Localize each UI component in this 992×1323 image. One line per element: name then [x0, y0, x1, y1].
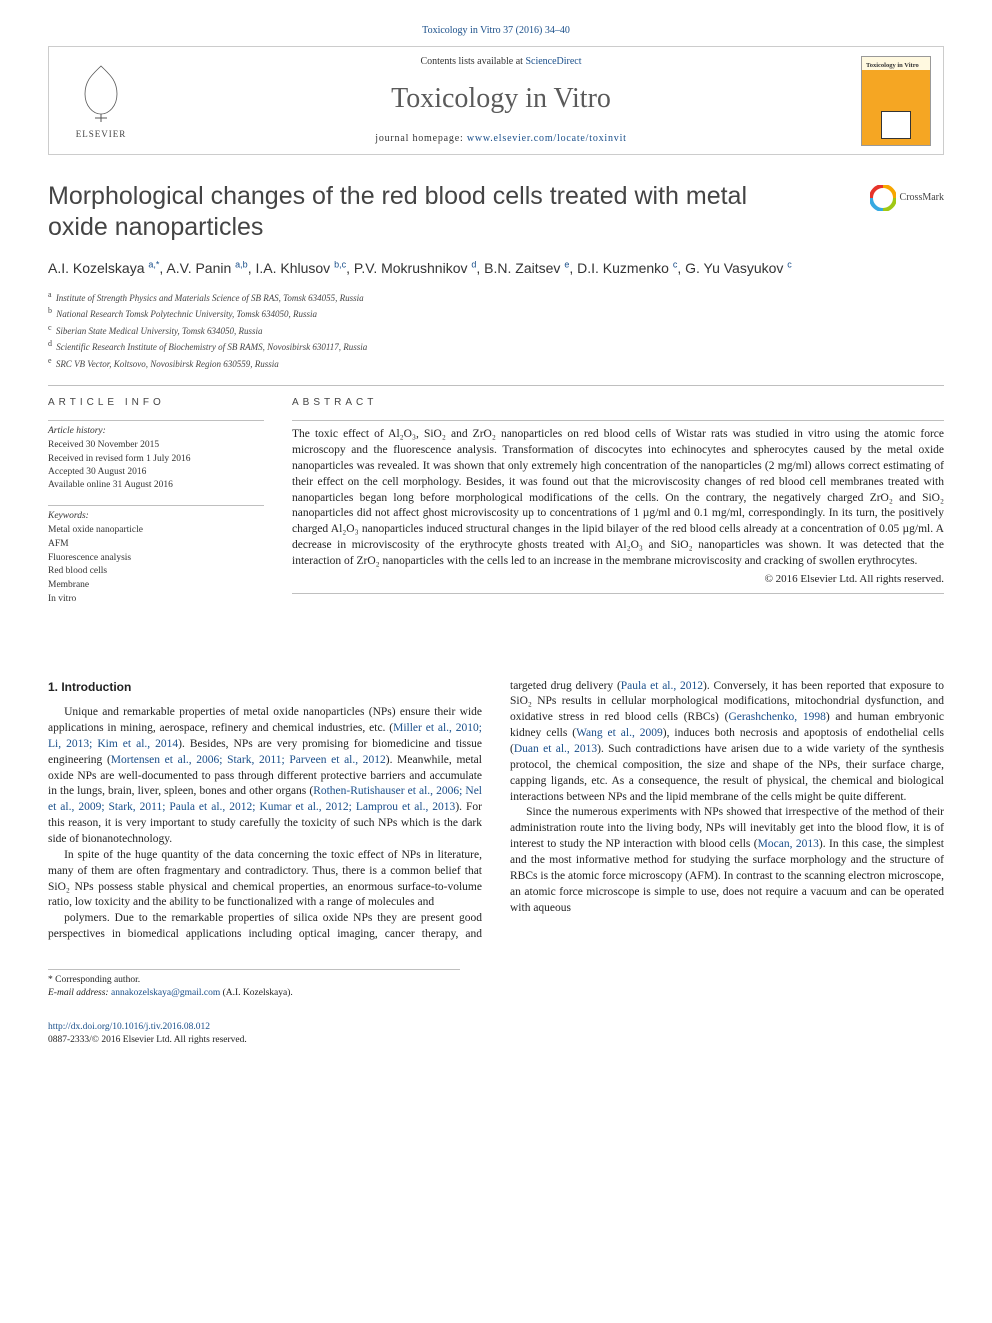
cover-title: Toxicology in Vitro — [866, 61, 926, 70]
body-text: 1. Introduction Unique and remarkable pr… — [48, 679, 944, 943]
abstract-text: The toxic effect of Al₂O₃, SiO₂ and ZrO₂… — [292, 427, 944, 570]
affiliation-line: c Siberian State Medical University, Tom… — [48, 322, 944, 339]
top-citation: Toxicology in Vitro 37 (2016) 34–40 — [48, 24, 944, 38]
article-head: CrossMark Morphological changes of the r… — [48, 181, 944, 371]
history-line: Available online 31 August 2016 — [48, 479, 264, 492]
elsevier-tree-icon — [71, 60, 131, 124]
history-line: Received 30 November 2015 — [48, 439, 264, 452]
affiliation-line: e SRC VB Vector, Koltsovo, Novosibirsk R… — [48, 355, 944, 372]
body-paragraph: Since the numerous experiments with NPs … — [510, 805, 944, 916]
affiliation-line: b National Research Tomsk Polytechnic Un… — [48, 305, 944, 322]
footnotes: * Corresponding author. E-mail address: … — [48, 969, 460, 1001]
email-person: (A.I. Kozelskaya). — [223, 988, 293, 998]
citation-link[interactable]: Rothen-Rutishauser et al., 2006; Nel et … — [48, 785, 482, 813]
homepage-prefix: journal homepage: — [375, 133, 467, 144]
citation-link[interactable]: Wang et al., 2009 — [576, 727, 663, 739]
contents-line: Contents lists available at ScienceDirec… — [141, 55, 861, 69]
affiliations: a Institute of Strength Physics and Mate… — [48, 289, 944, 372]
citation-link[interactable]: Gerashchenko, 1998 — [728, 711, 825, 723]
crossmark-icon — [870, 185, 896, 211]
publisher-label: ELSEVIER — [76, 128, 127, 141]
abstract-column: abstract The toxic effect of Al₂O₃, SiO₂… — [292, 396, 944, 618]
journal-header: ELSEVIER Contents lists available at Sci… — [48, 46, 944, 155]
article-info-label: article info — [48, 396, 264, 410]
keyword: Red blood cells — [48, 565, 264, 579]
author-list: A.I. Kozelskaya a,*, A.V. Panin a,b, I.A… — [48, 258, 944, 279]
abstract-copyright: © 2016 Elsevier Ltd. All rights reserved… — [292, 572, 944, 587]
citation-link[interactable]: Paula et al., 2012 — [621, 680, 703, 692]
elsevier-logo: ELSEVIER — [61, 56, 141, 146]
info-abstract-row: article info Article history: Received 3… — [48, 396, 944, 618]
corresponding-email[interactable]: annakozelskaya@gmail.com — [111, 988, 220, 998]
article-history-block: Article history: Received 30 November 20… — [48, 420, 264, 492]
homepage-link[interactable]: www.elsevier.com/locate/toxinvit — [467, 133, 627, 144]
keyword: AFM — [48, 538, 264, 552]
corresponding-author-note: * Corresponding author. — [48, 974, 460, 987]
abstract-label: abstract — [292, 396, 944, 410]
citation-link[interactable]: Duan et al., 2013 — [514, 743, 597, 755]
history-line: Received in revised form 1 July 2016 — [48, 453, 264, 466]
article-title: Morphological changes of the red blood c… — [48, 181, 768, 244]
doi-link[interactable]: http://dx.doi.org/10.1016/j.tiv.2016.08.… — [48, 1022, 210, 1032]
citation-link[interactable]: Paula et al., 2012 — [169, 801, 252, 813]
history-heading: Article history: — [48, 425, 264, 438]
citation-link[interactable]: Miller et al., 2010; Li, 2013; Kim et al… — [48, 722, 482, 750]
history-line: Accepted 30 August 2016 — [48, 466, 264, 479]
keyword: Fluorescence analysis — [48, 552, 264, 566]
sciencedirect-link[interactable]: ScienceDirect — [525, 56, 581, 67]
crossmark-badge[interactable]: CrossMark — [870, 185, 944, 211]
bottom-block: http://dx.doi.org/10.1016/j.tiv.2016.08.… — [48, 1021, 944, 1048]
body-paragraph: In spite of the huge quantity of the dat… — [48, 848, 482, 911]
article-info-column: article info Article history: Received 3… — [48, 396, 264, 618]
homepage-line: journal homepage: www.elsevier.com/locat… — [141, 132, 861, 146]
cover-logo-icon — [881, 111, 911, 139]
crossmark-label: CrossMark — [900, 191, 944, 205]
affiliation-line: d Scientific Research Institute of Bioch… — [48, 338, 944, 355]
citation-link[interactable]: Mocan, 2013 — [758, 838, 819, 850]
intro-heading: 1. Introduction — [48, 679, 482, 696]
contents-prefix: Contents lists available at — [420, 56, 525, 67]
email-label: E-mail address: — [48, 988, 109, 998]
affiliation-line: a Institute of Strength Physics and Mate… — [48, 289, 944, 306]
citation-link[interactable]: Mortensen et al., 2006; Stark, 2011; Par… — [111, 754, 386, 766]
email-line: E-mail address: annakozelskaya@gmail.com… — [48, 987, 460, 1000]
body-paragraph: Unique and remarkable properties of meta… — [48, 705, 482, 848]
journal-title: Toxicology in Vitro — [141, 79, 861, 118]
divider — [48, 385, 944, 386]
keyword: Membrane — [48, 579, 264, 593]
issn-line: 0887-2333/© 2016 Elsevier Ltd. All right… — [48, 1034, 944, 1047]
keyword: Metal oxide nanoparticle — [48, 524, 264, 538]
keywords-block: Keywords: Metal oxide nanoparticleAFMFlu… — [48, 505, 264, 607]
header-center: Contents lists available at ScienceDirec… — [141, 55, 861, 146]
journal-cover-thumbnail: Toxicology in Vitro — [861, 56, 931, 146]
keyword: In vitro — [48, 593, 264, 607]
keywords-heading: Keywords: — [48, 510, 264, 523]
